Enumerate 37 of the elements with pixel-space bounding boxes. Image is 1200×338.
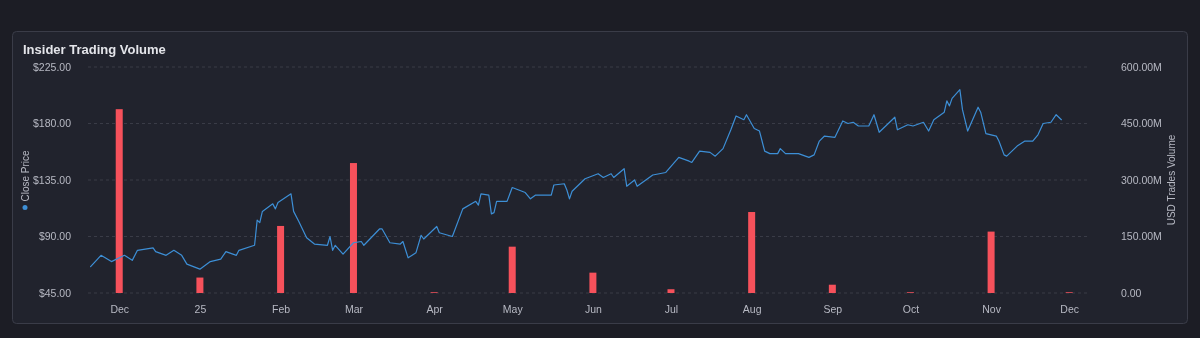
y2-axis-title: USD Trades Volume bbox=[1165, 134, 1177, 226]
bar bbox=[115, 109, 123, 293]
chart-title: Insider Trading Volume bbox=[23, 42, 166, 57]
line-series bbox=[90, 89, 1062, 270]
bar bbox=[508, 246, 516, 293]
x-tick-label: Feb bbox=[272, 303, 291, 316]
x-tick-label: Jul bbox=[664, 303, 679, 316]
y-tick-label: $90.00 bbox=[38, 230, 72, 243]
x-tick-label: Sep bbox=[823, 303, 843, 316]
bar bbox=[828, 284, 836, 293]
x-tick-label: Dec bbox=[1060, 303, 1080, 316]
bar bbox=[748, 212, 756, 293]
y-tick-label: $225.00 bbox=[33, 60, 72, 73]
x-tick-label: Oct bbox=[902, 303, 920, 316]
bar bbox=[196, 277, 204, 293]
y2-tick-label: 150.00M bbox=[1121, 230, 1162, 243]
x-tick-label: Aug bbox=[742, 303, 762, 316]
text: Close Price bbox=[19, 150, 31, 202]
y2-tick-label: 600.00M bbox=[1121, 60, 1162, 73]
y2-tick-label: 450.00M bbox=[1121, 117, 1162, 130]
x-tick-label: Apr bbox=[426, 303, 444, 316]
x-tick-label: Nov bbox=[982, 303, 1002, 316]
bar bbox=[667, 289, 675, 293]
bar bbox=[589, 272, 597, 293]
y-tick-label: $135.00 bbox=[33, 173, 72, 186]
y-tick-label: $45.00 bbox=[38, 286, 72, 299]
bar bbox=[349, 163, 357, 293]
bar bbox=[277, 225, 285, 293]
x-tick-label: Mar bbox=[344, 303, 364, 316]
x-tick-label: May bbox=[502, 303, 524, 316]
y2-tick-label: 300.00M bbox=[1121, 173, 1162, 186]
x-tick-label: 25 bbox=[194, 303, 207, 316]
y-tick-label: $180.00 bbox=[33, 117, 72, 130]
y2-tick-label: 0.00 bbox=[1121, 286, 1142, 299]
x-tick-label: Dec bbox=[110, 303, 130, 316]
bar bbox=[987, 231, 995, 293]
x-tick-label: Jun bbox=[584, 303, 603, 316]
